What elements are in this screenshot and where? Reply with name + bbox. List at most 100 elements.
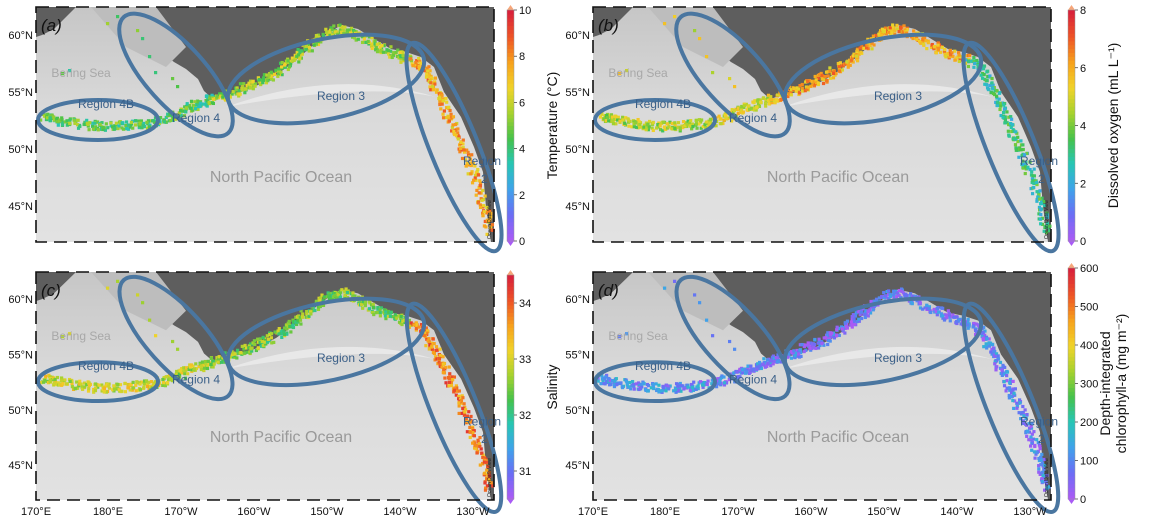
data-cell <box>1036 195 1040 199</box>
data-cell <box>806 79 810 84</box>
data-cell <box>831 71 836 76</box>
data-cell <box>711 71 715 75</box>
data-cell <box>473 176 477 180</box>
data-cell <box>292 58 296 62</box>
data-cell <box>809 341 813 345</box>
data-cell <box>134 119 138 123</box>
data-cell <box>637 120 641 124</box>
data-cell <box>644 121 648 125</box>
colorbar-segment <box>507 36 514 42</box>
data-cell <box>280 65 284 69</box>
colorbar-tick-label: 32 <box>519 410 531 422</box>
data-cell <box>126 127 131 131</box>
colorbar-segment <box>507 387 514 392</box>
data-cell <box>485 205 489 210</box>
data-cell <box>440 102 444 106</box>
data-cell <box>1012 406 1016 411</box>
data-cell <box>812 342 817 347</box>
data-cell <box>951 313 955 317</box>
data-cell <box>164 375 168 379</box>
data-cell <box>280 329 284 333</box>
data-cell <box>248 84 253 88</box>
colorbar-tick-label: 4 <box>519 144 525 156</box>
data-cell <box>625 383 629 387</box>
sea-label: Bering Sea <box>51 329 111 343</box>
data-cell <box>749 368 753 372</box>
data-cell <box>162 120 166 124</box>
data-cell <box>372 312 376 317</box>
data-cell <box>258 337 262 341</box>
data-cell <box>260 339 264 343</box>
x-tick-label: 140°W <box>940 506 974 518</box>
data-cells <box>598 15 1052 235</box>
data-cell <box>907 299 911 303</box>
data-cell <box>482 472 486 476</box>
data-cell <box>991 86 995 90</box>
data-cell <box>612 384 617 389</box>
data-cell <box>135 380 139 384</box>
colorbar-segment <box>507 129 514 134</box>
data-cell <box>1039 455 1043 459</box>
data-cell <box>1038 189 1042 193</box>
region-label: Region <box>463 414 501 428</box>
colorbar-segment <box>507 319 514 325</box>
data-cell <box>432 342 436 346</box>
data-cell <box>742 105 746 109</box>
data-cell <box>972 321 976 326</box>
data-cell <box>431 88 435 92</box>
data-cell <box>995 96 999 100</box>
data-cell <box>58 383 62 387</box>
region-4b-ellipse <box>593 98 717 142</box>
data-cell <box>755 105 759 109</box>
data-cell <box>242 347 246 351</box>
colorbar-segment <box>1068 190 1075 196</box>
data-cell <box>735 377 740 381</box>
data-cell <box>929 310 933 315</box>
data-cell <box>1039 222 1043 226</box>
data-cell <box>980 333 984 337</box>
data-cell <box>1030 180 1034 185</box>
data-cell <box>802 343 806 347</box>
data-cell <box>1029 424 1033 429</box>
data-cell <box>1035 438 1039 442</box>
data-cell <box>967 324 971 329</box>
data-cell <box>993 92 997 97</box>
colorbar-segment <box>507 56 514 61</box>
data-cell <box>826 338 831 343</box>
data-cell <box>1038 217 1043 221</box>
data-cell <box>335 295 339 299</box>
data-cell <box>194 366 199 371</box>
data-cell <box>58 118 62 122</box>
data-cell <box>870 41 874 45</box>
colorbar-label: Temperature (°C) <box>544 72 560 180</box>
data-cell <box>601 376 605 380</box>
data-cell <box>485 484 489 488</box>
data-cell <box>638 387 642 391</box>
data-cell <box>261 335 265 340</box>
data-cell <box>621 118 625 122</box>
data-cell <box>980 335 984 339</box>
data-cell <box>198 362 202 366</box>
data-cell <box>163 384 167 388</box>
data-cell <box>92 390 96 394</box>
data-cell <box>1041 474 1045 478</box>
data-cell <box>1021 143 1025 147</box>
region-4-ellipse <box>117 11 235 139</box>
data-cell <box>448 108 452 113</box>
data-cell <box>343 293 347 298</box>
data-cell <box>740 371 745 375</box>
data-cell <box>1037 458 1042 463</box>
data-cell <box>476 201 480 205</box>
data-cell <box>1043 488 1047 492</box>
data-cell <box>716 379 720 383</box>
data-cell <box>256 76 260 80</box>
data-cell <box>825 334 829 338</box>
data-cell <box>986 74 990 79</box>
data-cell <box>61 72 65 76</box>
data-cell <box>1009 125 1013 130</box>
colorbar-cap-top <box>507 270 514 275</box>
data-cell <box>176 113 180 117</box>
data-cell <box>437 356 442 361</box>
data-cell <box>212 362 216 366</box>
